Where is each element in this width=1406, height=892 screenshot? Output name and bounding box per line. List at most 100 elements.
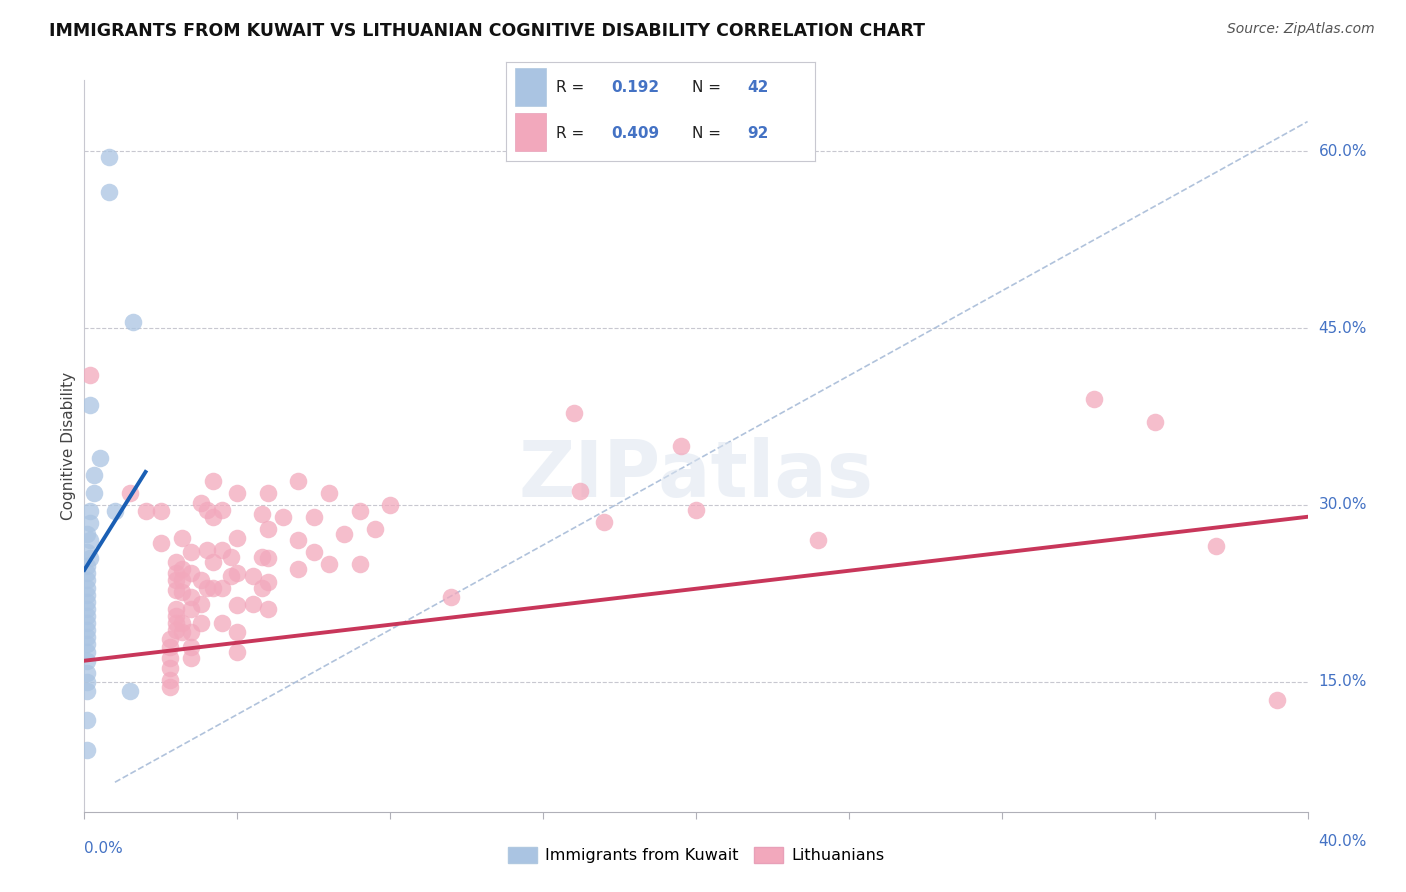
Point	[211, 615, 233, 630]
Point	[211, 542, 233, 557]
Point	[1083, 392, 1105, 406]
Point	[76, 559, 98, 574]
Point	[76, 665, 98, 680]
Point	[242, 568, 264, 582]
Point	[195, 581, 218, 595]
Point	[97, 186, 120, 200]
Point	[165, 574, 187, 588]
Point	[76, 602, 98, 616]
Y-axis label: Cognitive Disability: Cognitive Disability	[60, 372, 76, 520]
Text: N =: N =	[692, 126, 725, 141]
Point	[79, 368, 101, 383]
Point	[165, 582, 187, 597]
Point	[79, 504, 101, 518]
Point	[201, 475, 224, 489]
Point	[149, 504, 172, 518]
Point	[172, 585, 194, 599]
Point	[76, 595, 98, 609]
Point	[165, 615, 187, 630]
Point	[165, 623, 187, 637]
Point	[219, 549, 242, 564]
Point	[190, 495, 212, 509]
Point	[159, 673, 181, 687]
Point	[180, 566, 202, 581]
Point	[302, 545, 325, 559]
Point	[79, 533, 101, 548]
Point	[1143, 416, 1166, 430]
Point	[159, 651, 181, 665]
Point	[226, 645, 249, 659]
Text: 92: 92	[748, 126, 769, 141]
Text: ZIPatlas: ZIPatlas	[519, 437, 873, 513]
Point	[135, 504, 157, 518]
Point	[257, 551, 280, 566]
Point	[122, 315, 145, 329]
Point	[180, 545, 202, 559]
Point	[159, 661, 181, 675]
Point	[257, 574, 280, 589]
Point	[79, 551, 101, 566]
Point	[685, 502, 707, 516]
Point	[76, 545, 98, 559]
Point	[76, 566, 98, 581]
Point	[76, 713, 98, 727]
Point	[180, 640, 202, 654]
Point	[440, 590, 463, 604]
Point	[257, 522, 280, 536]
Point	[211, 581, 233, 595]
Point	[201, 509, 224, 524]
Point	[593, 515, 616, 529]
Text: 0.0%: 0.0%	[84, 841, 124, 856]
Point	[180, 602, 202, 616]
Point	[201, 555, 224, 569]
Point	[257, 486, 280, 500]
Legend: Immigrants from Kuwait, Lithuanians: Immigrants from Kuwait, Lithuanians	[502, 840, 890, 870]
Point	[1205, 539, 1227, 553]
Point	[172, 531, 194, 545]
Point	[226, 531, 249, 545]
Point	[76, 684, 98, 698]
Text: 30.0%: 30.0%	[1319, 498, 1367, 513]
Bar	[516, 69, 547, 105]
Text: Source: ZipAtlas.com: Source: ZipAtlas.com	[1227, 22, 1375, 37]
Point	[271, 509, 294, 524]
Text: 0.409: 0.409	[612, 126, 659, 141]
Bar	[516, 113, 547, 151]
Point	[349, 504, 371, 518]
Point	[149, 535, 172, 549]
Text: 45.0%: 45.0%	[1319, 320, 1367, 335]
Text: 0.192: 0.192	[612, 80, 659, 95]
Point	[242, 597, 264, 611]
Point	[287, 562, 309, 576]
Point	[562, 406, 585, 420]
Point	[257, 602, 280, 616]
Point	[669, 439, 692, 453]
Point	[165, 566, 187, 581]
Point	[195, 502, 218, 516]
Point	[226, 486, 249, 500]
Text: R =: R =	[555, 80, 589, 95]
Point	[333, 527, 356, 541]
Point	[79, 398, 101, 412]
Point	[172, 625, 194, 640]
Point	[89, 450, 111, 465]
Point	[219, 568, 242, 582]
Text: 60.0%: 60.0%	[1319, 144, 1367, 159]
Text: IMMIGRANTS FROM KUWAIT VS LITHUANIAN COGNITIVE DISABILITY CORRELATION CHART: IMMIGRANTS FROM KUWAIT VS LITHUANIAN COG…	[49, 22, 925, 40]
Point	[76, 654, 98, 668]
Point	[172, 574, 194, 588]
Point	[97, 150, 120, 164]
Point	[76, 527, 98, 541]
Point	[190, 615, 212, 630]
Point	[76, 645, 98, 659]
Point	[211, 502, 233, 516]
Point	[364, 522, 387, 536]
Point	[76, 637, 98, 651]
Point	[76, 588, 98, 602]
Point	[159, 632, 181, 647]
Point	[79, 516, 101, 530]
Point	[380, 498, 402, 512]
Point	[180, 651, 202, 665]
Text: 40.0%: 40.0%	[1319, 834, 1367, 849]
Text: N =: N =	[692, 80, 725, 95]
